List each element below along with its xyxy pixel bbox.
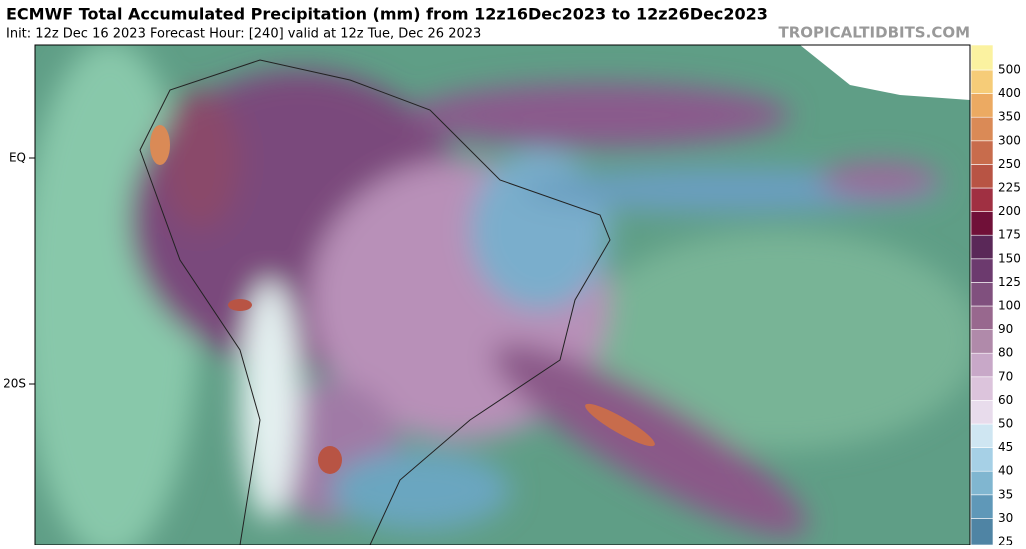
colorbar-box xyxy=(970,494,994,519)
colorbar-box xyxy=(970,329,994,354)
title: ECMWF Total Accumulated Precipitation (m… xyxy=(6,5,768,24)
colorbar-box xyxy=(970,44,994,71)
colorbar-label: 80 xyxy=(998,346,1013,360)
colorbar-label: 30 xyxy=(998,511,1013,525)
colorbar-box xyxy=(970,518,994,546)
colorbar-label: 40 xyxy=(998,464,1013,478)
colorbar-box xyxy=(970,187,994,212)
colorbar-box xyxy=(970,69,994,94)
lat-label: 20S xyxy=(3,377,26,391)
colorbar-box xyxy=(970,282,994,307)
colorbar-label: 35 xyxy=(998,487,1013,501)
colorbar-label: 350 xyxy=(998,110,1021,124)
colorbar-label: 225 xyxy=(998,181,1021,195)
colorbar-label: 500 xyxy=(998,63,1021,77)
colorbar-box xyxy=(970,116,994,142)
colorbar-label: 50 xyxy=(998,417,1013,431)
colorbar-box xyxy=(970,93,994,118)
watermark: TROPICALTIDBITS.COM xyxy=(779,24,971,42)
colorbar-label: 45 xyxy=(998,440,1013,454)
colorbar-box xyxy=(970,423,994,448)
precip-map xyxy=(35,45,970,545)
colorbar-box xyxy=(970,305,994,330)
colorbar-label: 90 xyxy=(998,322,1013,336)
colorbar-label: 25 xyxy=(998,535,1013,546)
colorbar-label: 70 xyxy=(998,369,1013,383)
colorbar-label: 125 xyxy=(998,275,1021,289)
colorbar-label: 60 xyxy=(998,393,1013,407)
colorbar-label: 250 xyxy=(998,157,1021,171)
colorbar-box xyxy=(970,376,994,401)
colorbar-box xyxy=(970,234,994,260)
colorbar-label: 150 xyxy=(998,251,1021,265)
colorbar-label: 300 xyxy=(998,133,1021,147)
colorbar-box xyxy=(970,140,994,165)
colorbar-box xyxy=(970,447,994,472)
colorbar-box xyxy=(970,164,994,189)
colorbar-box xyxy=(970,211,994,236)
colorbar-box xyxy=(970,470,994,496)
subtitle: Init: 12z Dec 16 2023 Forecast Hour: [24… xyxy=(6,27,481,42)
colorbar-label: 400 xyxy=(998,86,1021,100)
colorbar-box xyxy=(970,352,994,378)
colorbar-label: 175 xyxy=(998,228,1021,242)
colorbar-label: 100 xyxy=(998,299,1021,313)
colorbar-label: 200 xyxy=(998,204,1021,218)
colorbar-box xyxy=(970,400,994,425)
colorbar-box xyxy=(970,258,994,283)
colorbar: 25 30 35 40 45 50 60 70 80 90 100 125 150 175 200 225 25… xyxy=(970,44,1021,549)
lat-label: EQ xyxy=(9,151,26,165)
